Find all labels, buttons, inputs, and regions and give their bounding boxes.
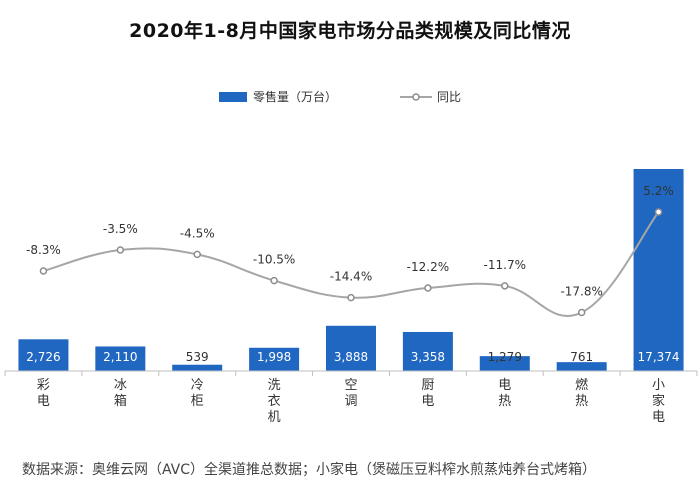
bar-7	[556, 362, 607, 371]
category-label-0: 彩电	[37, 378, 50, 409]
yoy-point-7	[577, 308, 586, 317]
bar-4	[326, 325, 376, 371]
bar-1	[95, 346, 146, 371]
yoy-label-4: -14.4%	[330, 270, 372, 284]
yoy-point-2	[193, 250, 201, 259]
yoy-label-5: -12.2%	[407, 260, 449, 274]
chart-title: 2020年1-8月中国家电市场分品类规模及同比情况	[129, 20, 571, 42]
yoy-label-0: -8.3%	[26, 243, 61, 257]
legend-bar-label: 零售量（万台）	[253, 89, 337, 104]
category-label-6: 电热	[498, 378, 511, 409]
yoy-point-4	[347, 293, 355, 302]
yoy-point-6	[501, 282, 509, 290]
bar-value-label-8: 17,374	[638, 350, 680, 364]
yoy-point-5	[424, 284, 432, 292]
category-label-1: 冰箱	[114, 378, 127, 409]
yoy-point-1	[116, 246, 125, 254]
yoy-point-0	[39, 267, 48, 275]
yoy-point-8	[654, 208, 663, 216]
yoy-label-6: -11.7%	[484, 258, 526, 272]
yoy-label-1: -3.5%	[103, 222, 138, 236]
bar-value-label-1: 2,110	[103, 350, 137, 364]
yoy-label-3: -10.5%	[253, 253, 295, 267]
category-label-2: 冷柜	[191, 378, 204, 409]
bar-6	[479, 356, 530, 371]
category-label-7: 燃热	[575, 377, 588, 409]
bar-value-label-2: 539	[186, 350, 209, 364]
bar-8	[633, 169, 684, 371]
yoy-label-8: 5.2%	[643, 184, 674, 198]
bar-0	[18, 339, 69, 371]
yoy-label-2: -4.5%	[180, 226, 215, 240]
bar-3	[249, 347, 300, 371]
source-note: 数据来源：奥维云网（AVC）全渠道推总数据；小家电（煲磁压豆料榨水煎蒸炖养台式烤…	[22, 462, 597, 478]
category-label-3: 洗衣机	[268, 378, 281, 425]
bar-value-label-7: 761	[570, 350, 593, 364]
category-label-5: 厨电	[421, 378, 434, 409]
legend-bar-swatch	[219, 92, 247, 102]
yoy-point-3	[270, 276, 278, 285]
yoy-line	[43, 211, 660, 317]
legend-line-marker	[412, 93, 420, 101]
category-label-8: 小家电	[652, 378, 665, 425]
bar-value-label-5: 3,358	[411, 350, 445, 364]
bar-2	[172, 364, 223, 371]
bar-value-label-4: 3,888	[334, 350, 368, 364]
bar-value-label-0: 2,726	[26, 350, 60, 364]
bar-5	[402, 331, 453, 371]
yoy-label-7: -17.8%	[560, 285, 602, 299]
category-label-4: 空调	[344, 378, 357, 409]
bar-value-label-6: 1,279	[488, 350, 522, 364]
bar-value-label-3: 1,998	[257, 350, 291, 364]
legend-line-label: 同比	[437, 90, 461, 104]
